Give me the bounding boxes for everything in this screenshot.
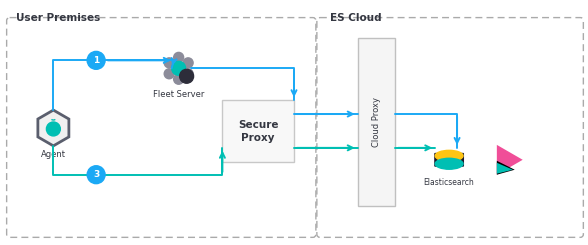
Ellipse shape [435,150,463,161]
Text: Fleet Server: Fleet Server [153,90,205,99]
Circle shape [46,122,61,136]
FancyBboxPatch shape [434,153,464,167]
Text: Cloud Proxy: Cloud Proxy [372,97,381,147]
Text: Proxy: Proxy [242,133,275,143]
Polygon shape [497,161,514,175]
Circle shape [173,74,183,84]
Text: Elasticsearch: Elasticsearch [424,178,475,187]
FancyBboxPatch shape [222,100,294,162]
Circle shape [87,166,105,184]
Text: ES Cloud: ES Cloud [330,13,382,23]
Text: 3: 3 [93,170,99,179]
Ellipse shape [435,158,463,169]
Circle shape [164,69,174,79]
Circle shape [164,58,174,68]
Circle shape [172,61,186,75]
Text: Agent: Agent [41,150,66,159]
Polygon shape [497,145,523,175]
Circle shape [87,51,105,69]
Text: 1: 1 [93,56,99,65]
Text: User Premises: User Premises [16,13,100,23]
Text: Secure: Secure [238,120,279,130]
Polygon shape [38,110,69,146]
Circle shape [173,52,183,62]
Polygon shape [497,163,513,174]
FancyBboxPatch shape [358,38,395,206]
Circle shape [183,69,193,79]
Circle shape [180,69,193,83]
Circle shape [183,58,193,68]
